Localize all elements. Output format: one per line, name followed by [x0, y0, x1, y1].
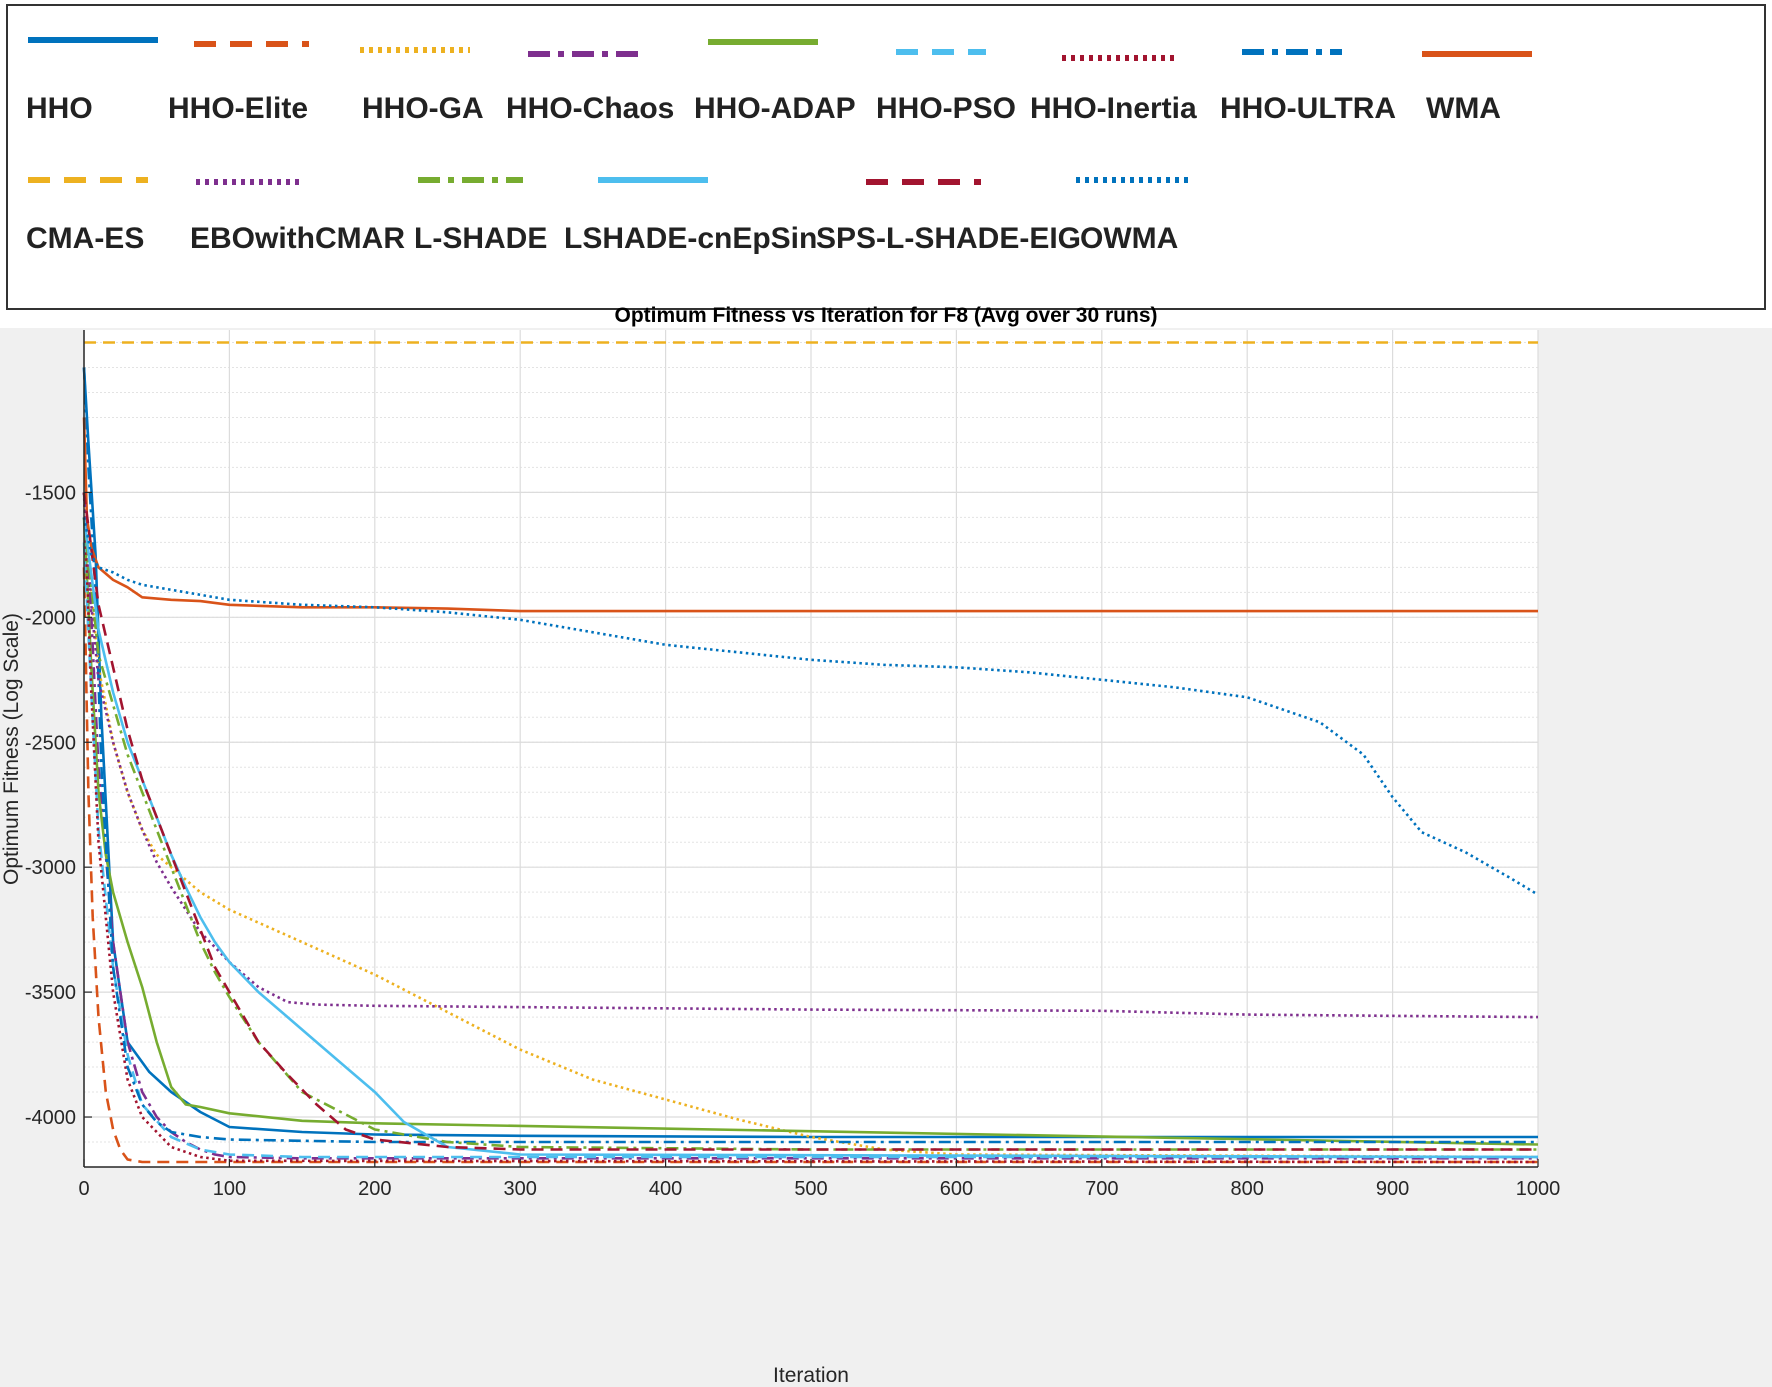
y-axis-label: Optimum Fitness (Log Scale) [0, 613, 23, 885]
series-line-lshade-cnepsin [82, 517, 1539, 1159]
y-tick-label: -4000 [25, 1107, 76, 1129]
legend-label-hho-pso: HHO-PSO [876, 92, 1016, 125]
x-tick-label: 700 [1085, 1178, 1118, 1200]
x-tick-label: 200 [358, 1178, 391, 1200]
x-tick-label: 800 [1231, 1178, 1264, 1200]
legend-label-hho-elite: HHO-Elite [168, 92, 308, 125]
y-tick-label: -3500 [25, 982, 76, 1004]
series-line-ebowithcmar [82, 492, 1539, 1019]
x-tick-label: 900 [1376, 1178, 1409, 1200]
x-tick-label: 400 [649, 1178, 682, 1200]
grid [83, 330, 1539, 1168]
legend-box: HHO HHO-Elite HHO-GA HHO-Chaos HHO-ADAP HHO-P… [6, 4, 1766, 310]
x-tick-label: 100 [213, 1178, 246, 1200]
x-tick-label: 300 [504, 1178, 537, 1200]
x-tick-label: 500 [794, 1178, 827, 1200]
legend-label-hho-chaos: HHO-Chaos [506, 92, 674, 125]
legend: HHO HHO-Elite HHO-GA HHO-Chaos HHO-ADAP HHO-P… [26, 37, 1532, 255]
legend-label-hho-adap: HHO-ADAP [694, 92, 856, 125]
series-line-hho-adap [82, 517, 1539, 1146]
plot-panel: 0 100 200 300 400 500 600 700 800 900 1000 -4000 -35… [0, 304, 1772, 1387]
legend-label-wma: WMA [1426, 92, 1501, 125]
series-line-l-shade [82, 517, 1538, 1151]
series-line-wma [82, 417, 1538, 613]
series-line-sps-l-shade-eig [82, 492, 1538, 1151]
legend-label-hho: HHO [26, 92, 93, 125]
legend-label-hho-ultra: HHO-ULTRA [1220, 92, 1396, 125]
legend-label-cma-es: CMA-ES [26, 222, 144, 255]
y-tick-label: -2000 [25, 607, 76, 629]
y-tick-label: -2500 [25, 732, 76, 754]
line-chart: 0 100 200 300 400 500 600 700 800 900 1000 -4000 -35… [0, 304, 1560, 1387]
legend-label-ebowithcmar: EBOwithCMAR [190, 222, 405, 255]
legend-label-hho-ga: HHO-GA [362, 92, 484, 125]
series-line-hho-chaos [82, 492, 1538, 1160]
x-axis-label: Iteration [773, 1364, 849, 1387]
x-tick-label: 600 [940, 1178, 973, 1200]
legend-label-owma: OWMA [1080, 222, 1178, 255]
chart-title: Optimum Fitness vs Iteration for F8 (Avg… [615, 304, 1158, 327]
legend-label-sps-l-shade-eig: SPS-L-SHADE-EIG [816, 222, 1081, 255]
legend-label-hho-inertia: HHO-Inertia [1030, 92, 1197, 125]
series-group [82, 341, 1539, 1164]
axes: 0 100 200 300 400 500 600 700 800 900 1000 -4000 -35… [25, 330, 1560, 1200]
y-tick-label: -1500 [25, 482, 76, 504]
y-tick-label: -3000 [25, 857, 76, 879]
legend-label-l-shade: L-SHADE [414, 222, 547, 255]
x-tick-label: 0 [78, 1178, 89, 1200]
series-line-hho [82, 367, 1538, 1139]
x-tick-label: 1000 [1516, 1178, 1561, 1200]
series-line-hho-pso [82, 542, 1538, 1159]
legend-label-lshade-cnepsin: LSHADE-cnEpSin [564, 222, 817, 255]
